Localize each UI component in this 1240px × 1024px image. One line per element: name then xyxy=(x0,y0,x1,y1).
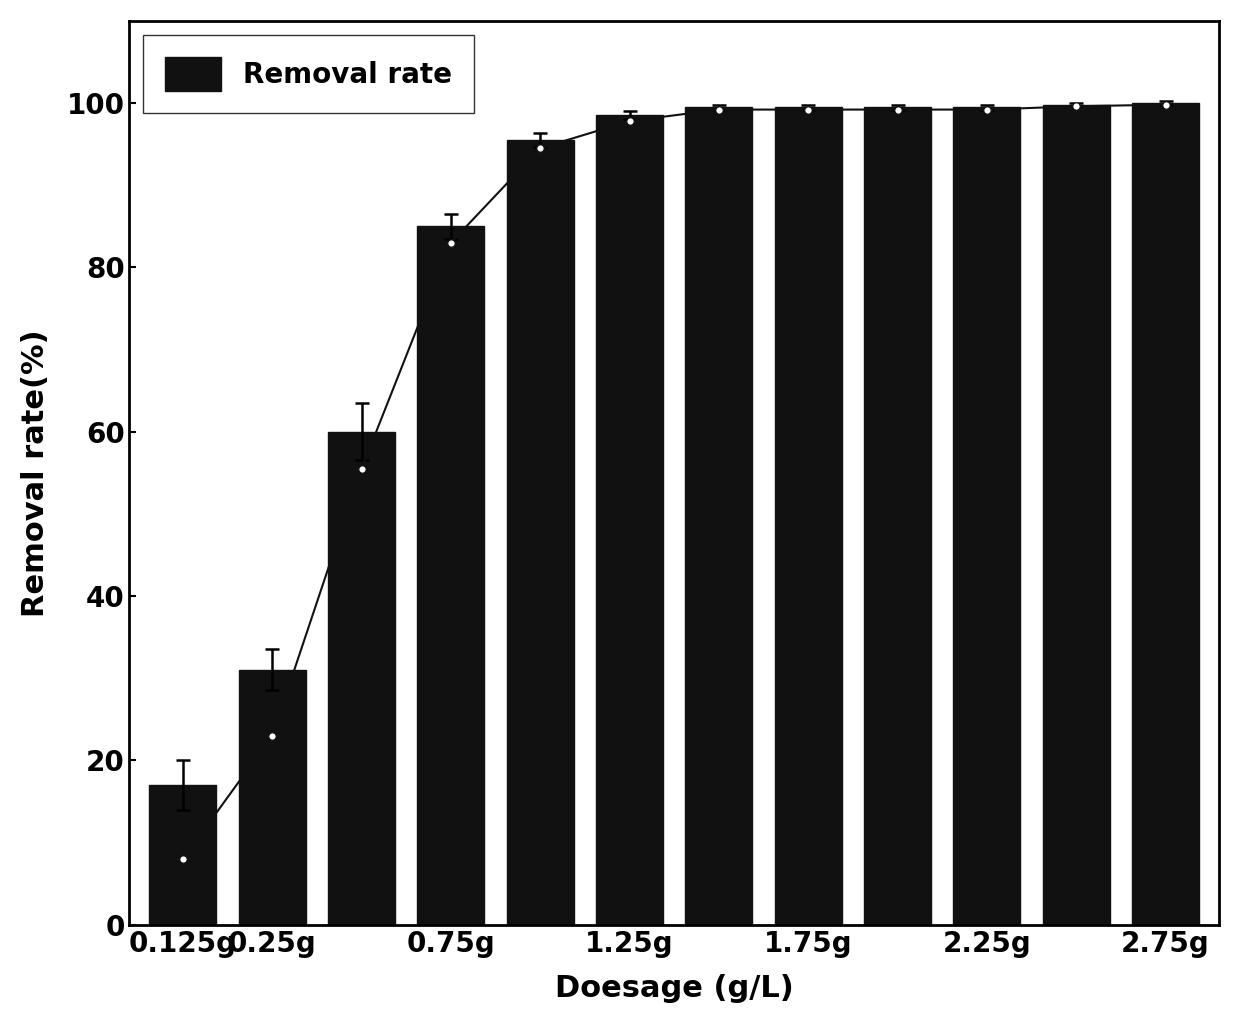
Point xyxy=(977,101,997,118)
X-axis label: Doesage (g/L): Doesage (g/L) xyxy=(554,974,794,1004)
Point xyxy=(263,727,283,743)
Point xyxy=(1156,96,1176,113)
Point xyxy=(174,851,193,867)
Bar xyxy=(954,108,1021,925)
Point xyxy=(441,234,461,251)
Legend: Removal rate: Removal rate xyxy=(144,35,475,113)
Y-axis label: Removal rate(%): Removal rate(%) xyxy=(21,329,50,616)
Point xyxy=(352,461,372,477)
Point xyxy=(709,101,729,118)
Point xyxy=(531,140,551,157)
Bar xyxy=(686,108,753,925)
Bar xyxy=(775,108,842,925)
Point xyxy=(620,113,640,129)
Bar xyxy=(239,670,306,925)
Bar xyxy=(596,116,663,925)
Bar xyxy=(150,785,217,925)
Point xyxy=(888,101,908,118)
Bar xyxy=(507,140,574,925)
Bar xyxy=(1132,103,1199,925)
Point xyxy=(1066,98,1086,115)
Bar xyxy=(418,226,485,925)
Bar xyxy=(329,432,396,925)
Point xyxy=(799,101,818,118)
Bar xyxy=(1043,104,1110,925)
Bar xyxy=(864,108,931,925)
